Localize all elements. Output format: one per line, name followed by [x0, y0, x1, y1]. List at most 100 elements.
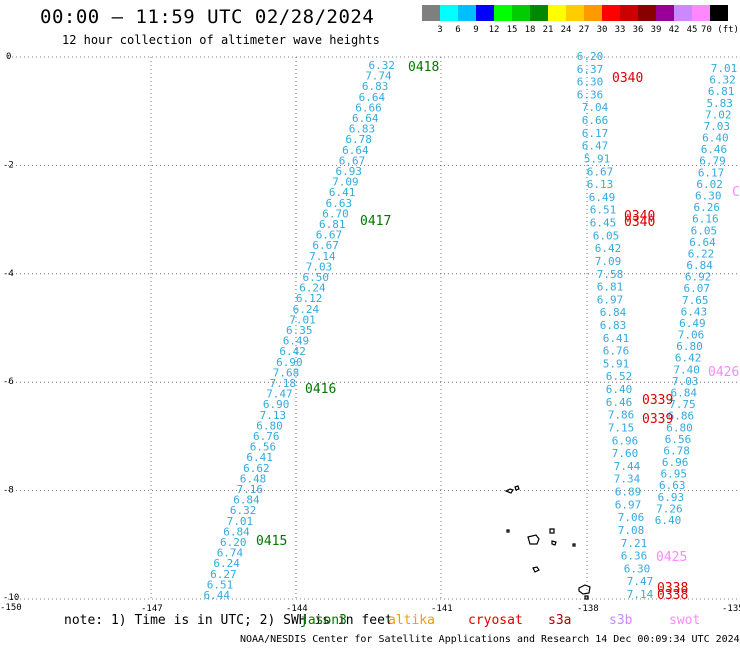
swh-value: 6.74	[217, 547, 244, 560]
cut-off-label: C	[732, 185, 740, 200]
swh-value: 6.40	[702, 132, 729, 145]
swh-value: 6.30	[695, 189, 722, 202]
swh-value: 6.35	[286, 324, 313, 337]
legend-swatch	[476, 5, 494, 21]
pass-time-label: 0426	[708, 365, 739, 380]
swh-value: 6.84	[223, 525, 250, 538]
swh-value: 6.49	[283, 335, 310, 348]
swh-value: 5.91	[603, 357, 630, 370]
swh-value: 6.93	[336, 165, 363, 178]
swh-value: 6.41	[329, 186, 356, 199]
swh-value: 6.40	[655, 514, 682, 527]
legend-swatch	[548, 5, 566, 21]
swh-value: 6.89	[615, 486, 642, 499]
swh-value: 7.01	[227, 515, 254, 528]
legend-swatch	[440, 5, 458, 21]
pass-time-label: 0339	[642, 393, 673, 408]
legend-swatch	[674, 5, 692, 21]
legend-swatch	[422, 5, 440, 21]
legend-swatch	[692, 5, 710, 21]
swh-value: 6.63	[326, 197, 353, 210]
swh-value: 6.30	[624, 562, 651, 575]
swh-value: 6.05	[593, 229, 620, 242]
swh-value: 6.20	[220, 536, 247, 549]
swh-value: 7.08	[618, 524, 645, 537]
legend-tick-label: 33	[614, 25, 626, 35]
legend-tick-label: 39	[650, 25, 662, 35]
swh-value: 6.80	[256, 419, 283, 432]
swh-value: 7.01	[711, 62, 738, 75]
lon-tick-label: -150	[0, 603, 22, 613]
swh-value: 6.83	[362, 80, 389, 93]
legend-tick-label: 36	[632, 25, 644, 35]
legend-swatch	[566, 5, 584, 21]
swh-value: 6.37	[577, 63, 604, 76]
swh-value: 6.90	[276, 356, 303, 369]
swh-value: 6.24	[293, 303, 320, 316]
swh-value: 6.80	[676, 340, 703, 353]
swh-value: 6.64	[342, 144, 369, 157]
legend-swatch	[656, 5, 674, 21]
note-text: note: 1) Time is in UTC; 2) SWH is in fe…	[64, 613, 393, 628]
island-outline	[532, 566, 540, 573]
swh-value: 6.79	[699, 155, 726, 168]
swh-value: 6.41	[603, 332, 630, 345]
swh-value: 6.81	[319, 218, 346, 231]
island-outline	[572, 543, 576, 547]
swh-value: 6.22	[688, 247, 715, 260]
swh-value: 6.56	[665, 433, 692, 446]
swh-value: 7.02	[705, 108, 732, 121]
swh-value: 7.65	[682, 294, 709, 307]
legend-tick-label: 70 (ft)	[701, 25, 739, 35]
swh-value: 6.20	[577, 50, 604, 63]
legend-swatch	[710, 5, 728, 21]
swh-value: 6.76	[603, 345, 630, 358]
swh-value: 7.04	[582, 101, 609, 114]
swh-value: 6.56	[250, 441, 277, 454]
swh-value: 6.84	[671, 387, 698, 400]
lat-tick-label: -10	[3, 593, 19, 603]
legend-swatch	[584, 5, 602, 21]
island-outline	[584, 595, 589, 600]
swh-value: 6.40	[606, 383, 633, 396]
swh-value: 6.27	[210, 568, 237, 581]
swh-value: 7.26	[656, 502, 683, 515]
swh-value: 7.68	[273, 366, 300, 379]
legend-swatch	[602, 5, 620, 21]
legend-tick-label: 24	[560, 25, 572, 35]
swh-value: 7.03	[672, 375, 699, 388]
swh-value: 6.24	[213, 557, 240, 570]
legend-swatch	[494, 5, 512, 21]
legend-swatch	[638, 5, 656, 21]
legend-tick-label: 27	[578, 25, 590, 35]
swh-value: 6.49	[679, 317, 706, 330]
pass-time-label: 0418	[408, 60, 439, 75]
swh-value: 6.17	[698, 166, 725, 179]
swh-value: 6.02	[696, 178, 723, 191]
pass-time-label: 0416	[305, 382, 336, 397]
swh-value: 6.46	[606, 396, 633, 409]
swh-value: 7.09	[595, 255, 622, 268]
lon-tick-label: -135	[722, 604, 740, 614]
swh-value: 7.06	[678, 329, 705, 342]
swh-value: 6.97	[615, 498, 642, 511]
swh-value: 7.44	[614, 460, 641, 473]
swh-value: 6.93	[658, 491, 685, 504]
swh-value: 6.81	[708, 85, 735, 98]
legend-swatch	[458, 5, 476, 21]
swh-value: 6.64	[359, 91, 386, 104]
swh-value: 6.64	[352, 112, 379, 125]
pass-time-label: 0425	[656, 550, 687, 565]
mission-label-swot: swot	[669, 613, 701, 628]
swh-value: 6.16	[692, 213, 719, 226]
mission-label-jason3: jason3	[300, 613, 347, 628]
swh-value: 6.32	[369, 59, 396, 72]
mission-label-s3b: s3b	[609, 613, 633, 628]
lon-tick-label: -141	[431, 604, 453, 614]
legend-tick-label: 45	[686, 25, 698, 35]
swh-value: 6.42	[675, 352, 702, 365]
swh-value: 6.50	[303, 271, 330, 284]
legend-tick-label: 18	[524, 25, 536, 35]
pass-time-label: 0415	[256, 534, 287, 549]
